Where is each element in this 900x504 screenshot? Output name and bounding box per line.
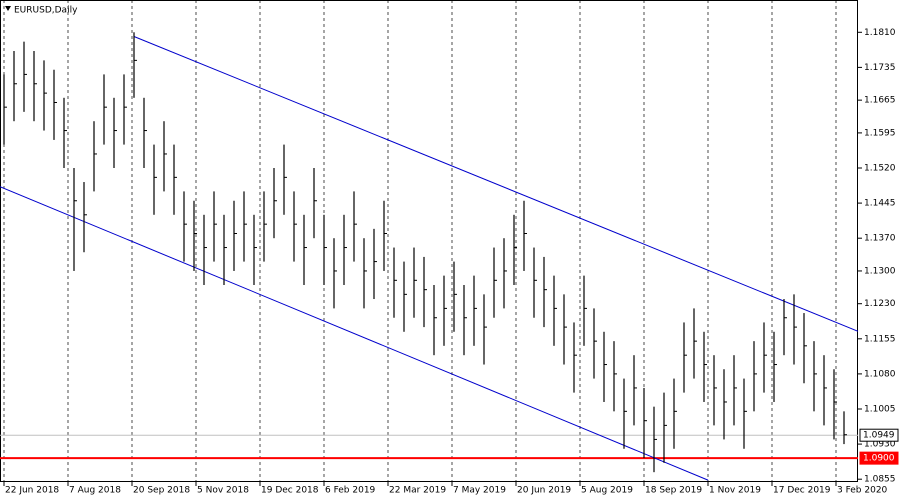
- chart-title: EURUSD,Daily: [14, 6, 78, 16]
- x-tick-label: 19 Dec 2018: [261, 486, 319, 496]
- x-tick-label: 1 Nov 2019: [709, 486, 761, 496]
- y-tick-label: 1.1810: [864, 28, 896, 38]
- x-tick-label: 20 Sep 2018: [133, 486, 190, 496]
- x-tick-label: 18 Sep 2019: [645, 486, 702, 496]
- plot-frame: [0, 0, 858, 482]
- x-tick-label: 5 Nov 2018: [197, 486, 249, 496]
- y-tick-label: 1.1080: [864, 369, 896, 379]
- y-tick-label: 1.1735: [864, 63, 896, 73]
- level-label: 1.0900: [863, 454, 895, 464]
- y-tick-label: 1.1005: [864, 404, 896, 414]
- x-tick-label: 22 Mar 2019: [389, 486, 446, 496]
- y-tick-label: 1.1370: [864, 234, 896, 244]
- y-tick-label: 1.1300: [864, 266, 896, 276]
- x-tick-label: 6 Feb 2019: [325, 486, 376, 496]
- level-label: 1.0949: [863, 431, 895, 441]
- y-tick-label: 1.1155: [864, 334, 896, 344]
- y-tick-label: 1.1665: [864, 96, 896, 106]
- x-tick-label: 3 Feb 2020: [837, 486, 888, 496]
- x-tick-label: 20 Jun 2019: [517, 486, 571, 496]
- x-tick-label: 7 Aug 2018: [69, 486, 121, 496]
- y-tick-label: 1.1520: [864, 163, 896, 173]
- y-tick-label: 1.1230: [864, 299, 896, 309]
- y-tick-label: 1.1595: [864, 128, 896, 138]
- y-tick-label: 1.1445: [864, 199, 896, 209]
- title-icon: [5, 6, 11, 11]
- x-tick-label: 5 Aug 2019: [581, 486, 633, 496]
- trend-line: [133, 36, 859, 332]
- x-tick-label: 22 Jun 2018: [5, 486, 59, 496]
- y-tick-label: 1.0855: [864, 475, 896, 485]
- level-label-box: [859, 428, 899, 442]
- x-tick-label: 7 May 2019: [453, 486, 506, 496]
- trend-line: [0, 186, 709, 481]
- level-label-box: [859, 451, 899, 465]
- y-tick-label: 1.0930: [864, 440, 896, 450]
- x-tick-label: 17 Dec 2019: [773, 486, 831, 496]
